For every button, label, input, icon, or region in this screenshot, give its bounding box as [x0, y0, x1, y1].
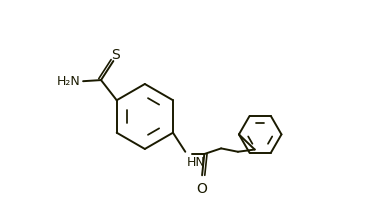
Text: S: S: [111, 48, 120, 62]
Text: H₂N: H₂N: [56, 75, 80, 88]
Text: HN: HN: [186, 156, 205, 169]
Text: O: O: [196, 182, 208, 196]
